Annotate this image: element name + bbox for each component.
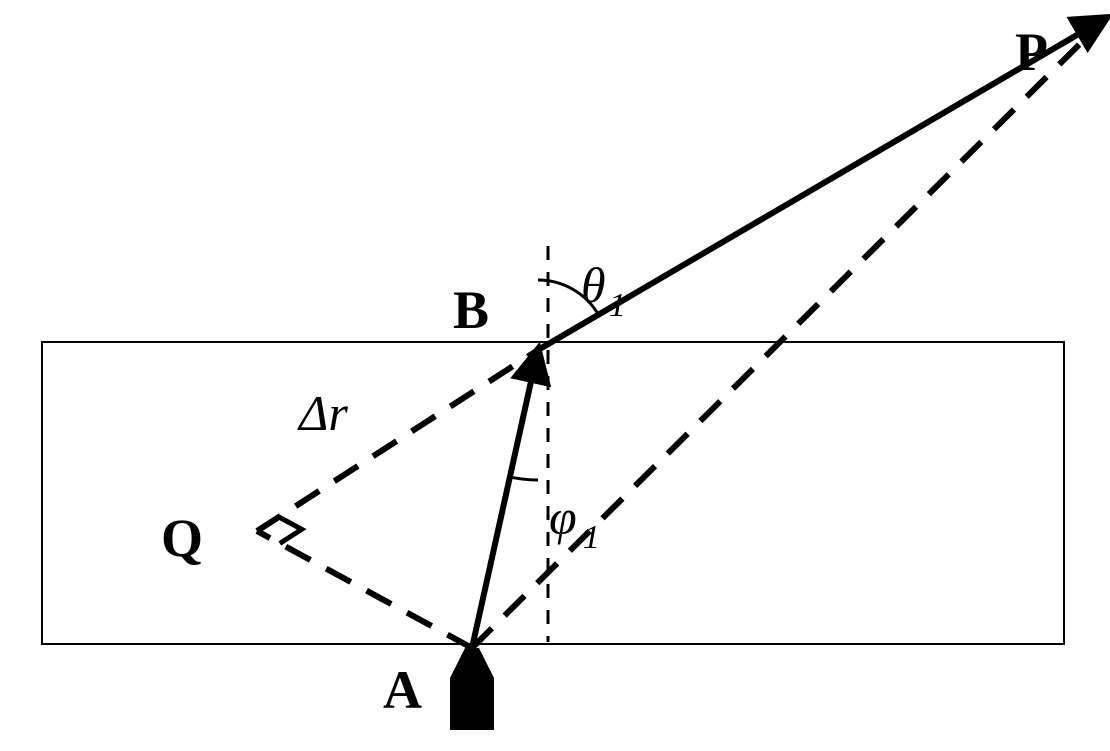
segment-AQ bbox=[257, 531, 472, 648]
diagram-canvas: PBAQΔrθ1φ1 bbox=[0, 0, 1110, 751]
label-B: B bbox=[453, 280, 489, 340]
right-angle-marker bbox=[279, 517, 302, 544]
transducer-icon bbox=[450, 648, 494, 730]
label-dr: Δr bbox=[297, 385, 348, 441]
label-Q: Q bbox=[161, 508, 203, 568]
segment-AB bbox=[472, 350, 538, 648]
label-A: A bbox=[383, 660, 422, 720]
label-P: P bbox=[1015, 22, 1048, 82]
angle-phi1 bbox=[509, 477, 538, 480]
